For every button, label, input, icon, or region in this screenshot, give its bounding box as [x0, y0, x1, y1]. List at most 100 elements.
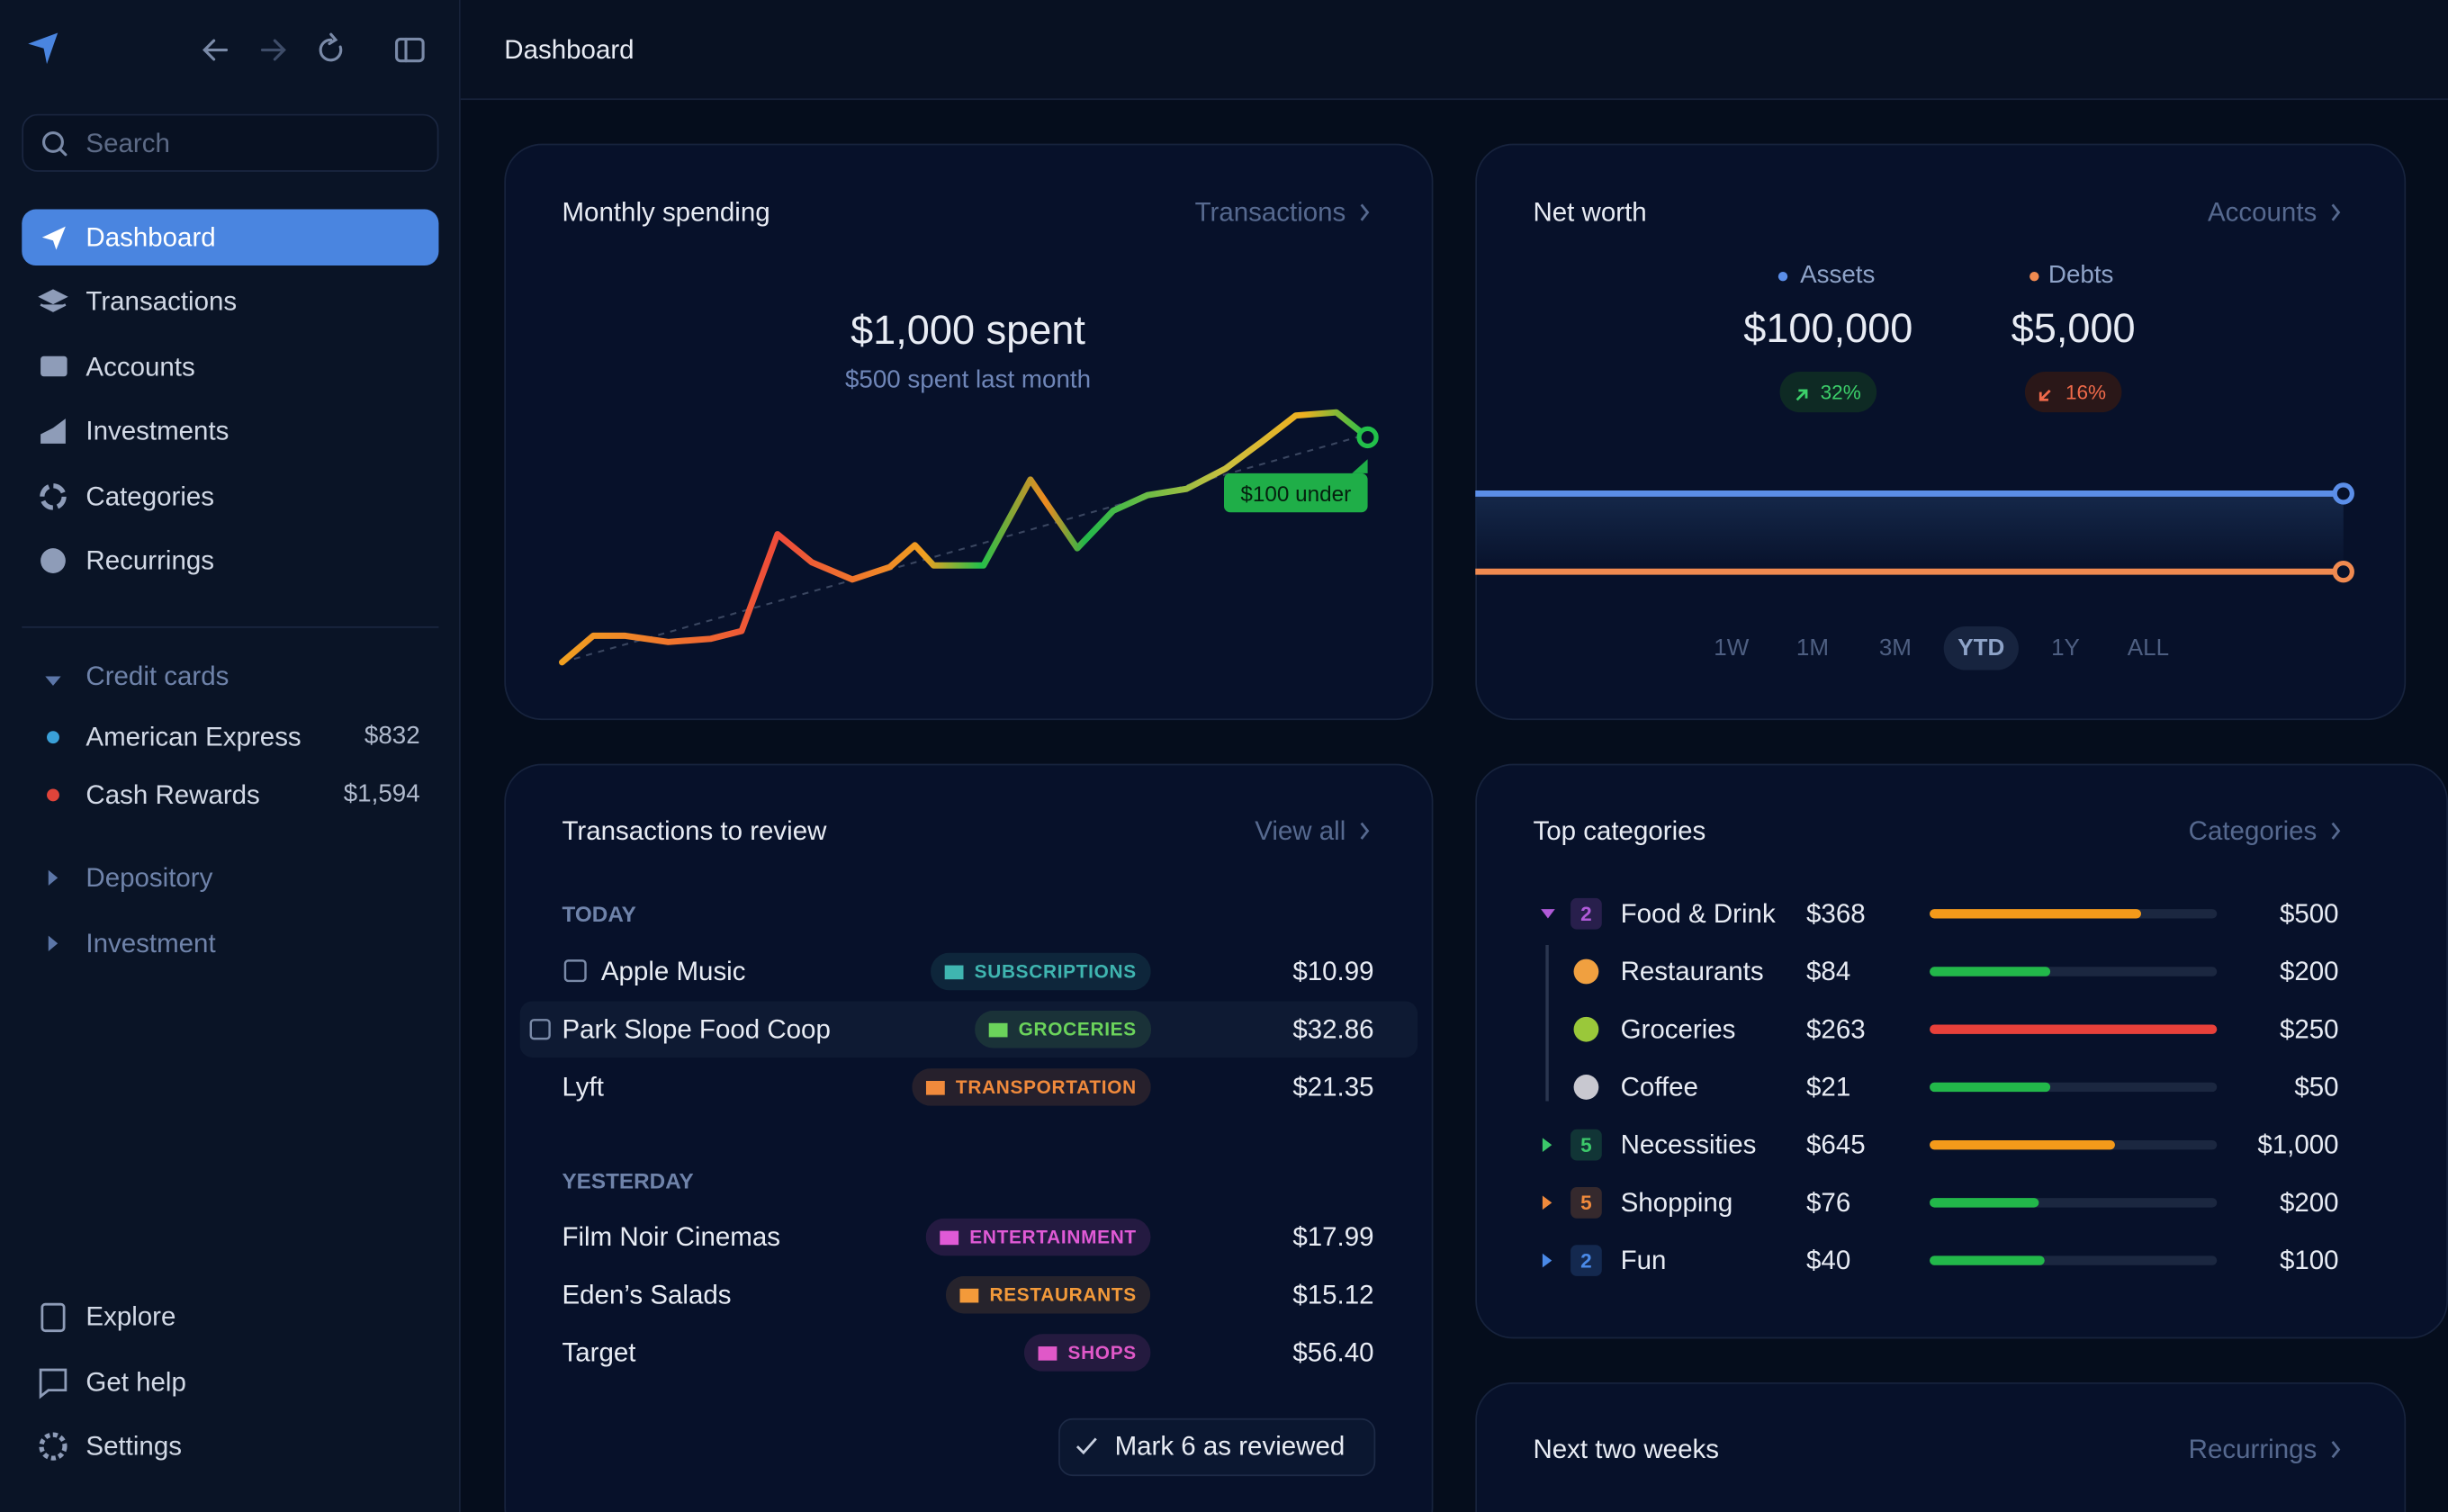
- footer-item[interactable]: Get help: [86, 1367, 186, 1398]
- nav-item[interactable]: Dashboard: [86, 222, 216, 253]
- chevrons: [1076, 203, 2341, 1459]
- toggle: [1542, 1253, 1552, 1268]
- nav-item[interactable]: Recurrings: [86, 545, 215, 576]
- category-tag[interactable]: SUBSCRIPTIONS: [931, 952, 1151, 991]
- card-link[interactable]: Accounts: [2207, 197, 2318, 228]
- transaction-amount: $10.99: [1292, 957, 1374, 986]
- category-icon: [1573, 1075, 1599, 1100]
- category-tag[interactable]: GROCERIES: [975, 1010, 1151, 1048]
- group-label[interactable]: Depository: [86, 862, 213, 893]
- progress-bar: [1930, 1024, 2218, 1034]
- account-name[interactable]: American Express: [86, 722, 302, 752]
- category-tag[interactable]: SHOPS: [1023, 1334, 1151, 1372]
- category-name[interactable]: Shopping: [1620, 1187, 1733, 1218]
- search-box[interactable]: [22, 113, 439, 172]
- account-name[interactable]: Cash Rewards: [86, 779, 260, 810]
- forward-icon[interactable]: [260, 39, 286, 61]
- transaction-amount: $32.86: [1292, 1014, 1374, 1045]
- top-bar: [460, 0, 2448, 101]
- card: [1475, 143, 2407, 721]
- range-button[interactable]: 1Y: [2051, 634, 2080, 662]
- count-badge: [1570, 1129, 1602, 1161]
- group-label[interactable]: Investment: [86, 928, 216, 958]
- transaction-name[interactable]: Park Slope Food Coop: [562, 1014, 831, 1045]
- range-button[interactable]: YTD: [1958, 634, 2005, 662]
- range-button[interactable]: 3M: [1878, 634, 1912, 662]
- app-icon: [563, 959, 587, 983]
- count: 5: [1580, 1191, 1592, 1215]
- category-spent: $263: [1806, 1014, 1866, 1045]
- category-budget: $100: [2279, 1246, 2339, 1276]
- account-balance: $1,594: [343, 780, 420, 808]
- category-budget: $1,000: [2257, 1130, 2339, 1160]
- search-placeholder[interactable]: Search: [86, 129, 170, 159]
- card-title: Top categories: [1533, 815, 1706, 846]
- category-name[interactable]: Restaurants: [1620, 957, 1764, 986]
- nav-item[interactable]: Categories: [86, 482, 215, 512]
- assets-label: Assets: [1800, 262, 1876, 290]
- checkbox[interactable]: [529, 1019, 551, 1040]
- count: 5: [1580, 1133, 1592, 1157]
- active-nav[interactable]: [22, 209, 439, 266]
- badge: [1223, 472, 1368, 513]
- category-name[interactable]: Coffee: [1620, 1072, 1698, 1102]
- back-icon[interactable]: [202, 39, 229, 61]
- assets-dot: [1778, 271, 1788, 282]
- range-button[interactable]: 1W: [1714, 634, 1750, 662]
- assets-end: [2332, 482, 2354, 505]
- range-button[interactable]: ALL: [2127, 634, 2170, 662]
- badge-label: $100 under: [1240, 481, 1352, 507]
- footer-item[interactable]: Settings: [86, 1431, 182, 1462]
- card-title: Transactions to review: [562, 815, 827, 846]
- transaction-name[interactable]: Apple Music: [600, 957, 746, 986]
- category-name[interactable]: Food & Drink: [1620, 898, 1776, 929]
- trend-line: [562, 433, 1368, 663]
- category-tag[interactable]: ENTERTAINMENT: [925, 1218, 1151, 1256]
- footer-item[interactable]: Explore: [86, 1301, 176, 1332]
- nav-item[interactable]: Transactions: [86, 286, 238, 317]
- transaction-name[interactable]: Target: [562, 1337, 636, 1368]
- card-link[interactable]: Transactions: [1194, 197, 1346, 228]
- spent-amount: $1,000 spent: [850, 306, 1085, 354]
- transaction-name[interactable]: Eden’s Salads: [562, 1280, 732, 1310]
- nav-item[interactable]: Investments: [86, 416, 230, 446]
- progress-bar: [1930, 967, 2051, 976]
- nav-item[interactable]: Accounts: [86, 352, 195, 382]
- transaction-name[interactable]: Lyft: [562, 1072, 604, 1102]
- refresh-icon[interactable]: [319, 32, 343, 62]
- category-name[interactable]: Fun: [1620, 1246, 1667, 1276]
- assets-change-pill: [1779, 372, 1877, 413]
- toggle: [1542, 1138, 1552, 1152]
- toggle: [1541, 909, 1555, 919]
- transaction-name[interactable]: Film Noir Cinemas: [562, 1222, 780, 1253]
- search-icon: [58, 148, 68, 157]
- card-link[interactable]: Categories: [2188, 815, 2318, 846]
- search-icon: [42, 130, 64, 153]
- review-button[interactable]: [1058, 1418, 1376, 1477]
- category-budget: $500: [2279, 898, 2339, 929]
- highlight-row[interactable]: [519, 1001, 1418, 1058]
- badge-tail: [1352, 459, 1368, 473]
- sidebar-toggle[interactable]: [395, 37, 425, 63]
- range-selected[interactable]: [1943, 626, 2019, 670]
- card-link[interactable]: View all: [1255, 815, 1346, 846]
- account-dot: [47, 731, 59, 744]
- count-badge: [1570, 1187, 1602, 1219]
- range-button[interactable]: 1M: [1796, 634, 1830, 662]
- category-name[interactable]: Groceries: [1620, 1014, 1736, 1045]
- category-budget: $50: [2294, 1072, 2339, 1102]
- category-tag[interactable]: RESTAURANTS: [945, 1275, 1151, 1314]
- count: 2: [1580, 902, 1592, 926]
- group-label[interactable]: Credit cards: [86, 662, 230, 691]
- transaction-amount: $56.40: [1292, 1337, 1374, 1368]
- button-label[interactable]: Mark 6 as reviewed: [1114, 1431, 1346, 1462]
- category-tag[interactable]: TRANSPORTATION: [912, 1068, 1151, 1106]
- spending-line: [559, 409, 1372, 666]
- progress-bar: [1930, 909, 2141, 919]
- logo[interactable]: [28, 32, 58, 65]
- card-title: Monthly spending: [562, 197, 770, 228]
- debts-label: Debts: [2048, 262, 2114, 290]
- category-name[interactable]: Necessities: [1620, 1130, 1757, 1160]
- card-link[interactable]: Recurrings: [2188, 1435, 2318, 1465]
